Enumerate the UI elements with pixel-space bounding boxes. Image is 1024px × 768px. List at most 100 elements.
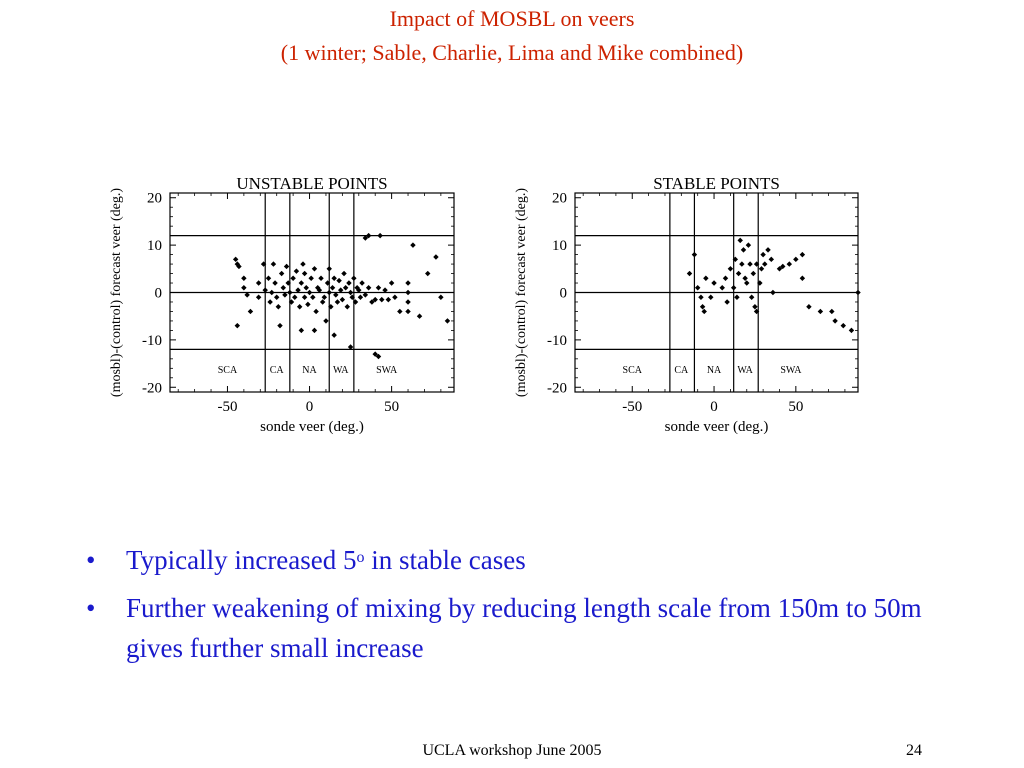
data-point (347, 344, 354, 350)
data-point (753, 261, 760, 267)
footer-text: UCLA workshop June 2005 (422, 742, 602, 759)
data-point (701, 308, 707, 315)
bullet-2-text: Further weakening of mixing by reducing … (126, 593, 922, 663)
bullet-item-2: • Further weakening of mixing by reducin… (86, 588, 946, 668)
y-tick-label: 0 (155, 286, 163, 302)
data-point (311, 327, 318, 334)
data-point (269, 289, 275, 296)
data-point (356, 287, 362, 293)
chart-title: UNSTABLE POINTS (236, 174, 387, 193)
data-point (727, 266, 734, 272)
data-point (377, 232, 383, 239)
data-point (365, 285, 372, 291)
data-point (324, 280, 331, 286)
data-point (247, 308, 254, 315)
slide-title-line-1: Impact of MOSBL on veers (389, 6, 635, 31)
bullet-marker: • (86, 593, 96, 623)
data-point (341, 270, 347, 277)
data-point (724, 299, 730, 305)
data-point (752, 303, 758, 310)
data-point (260, 261, 267, 267)
data-point (272, 280, 278, 286)
x-axis-label: sonde veer (deg.) (665, 419, 769, 435)
data-point (722, 275, 729, 282)
y-axis-label: (mosbl)-(control) forecast veer (deg.) (109, 188, 124, 397)
data-point (768, 256, 775, 263)
degree-superscript: o (356, 549, 365, 566)
region-label: CA (674, 365, 689, 376)
data-point (244, 292, 250, 298)
data-point (703, 275, 709, 282)
data-point (686, 270, 693, 277)
data-point (840, 322, 847, 329)
data-point (303, 285, 309, 291)
region-label: SWA (376, 365, 398, 376)
data-point (829, 308, 835, 315)
y-tick-label: -10 (142, 333, 162, 349)
slide-title-line-2: (1 winter; Sable, Charlie, Lima and Mike… (280, 40, 744, 65)
data-point (433, 254, 439, 260)
data-point (832, 318, 838, 324)
data-point (331, 332, 337, 338)
data-point (362, 235, 369, 241)
data-point (438, 294, 444, 300)
data-point (255, 294, 262, 300)
data-point (444, 318, 451, 324)
data-point (375, 353, 382, 360)
data-point (739, 261, 745, 267)
data-point (359, 280, 365, 286)
chart-title: STABLE POINTS (653, 174, 780, 193)
data-point (298, 327, 305, 334)
data-point (786, 261, 793, 267)
data-point (295, 287, 301, 293)
bullet-list: • Typically increased 5o in stable cases… (86, 540, 946, 676)
region-label: SCA (218, 365, 238, 376)
data-point (270, 261, 277, 267)
data-point (338, 287, 344, 293)
data-point (375, 285, 382, 291)
data-point (326, 266, 332, 272)
data-point (352, 299, 359, 305)
x-tick-label: 50 (788, 399, 803, 415)
data-point (699, 303, 706, 310)
page-number: 24 (906, 742, 922, 759)
region-label: WA (333, 365, 349, 376)
region-label: SCA (623, 365, 643, 376)
bullet-item-1: • Typically increased 5o in stable cases (86, 540, 946, 580)
data-point (730, 285, 737, 291)
data-point (365, 232, 372, 239)
data-point (780, 263, 786, 270)
y-tick-label: 10 (147, 238, 162, 254)
data-point (757, 280, 763, 286)
data-point (760, 251, 766, 258)
data-point (372, 296, 378, 303)
chart-1: UNSTABLE POINTS -50 0 50 -20 -10 0 10 20 SCA CA NA W… (109, 174, 455, 435)
data-point (740, 247, 747, 253)
data-point (298, 280, 305, 286)
data-point (346, 280, 352, 286)
bullet-marker: • (86, 545, 96, 575)
data-point (283, 263, 290, 270)
y-tick-label: 20 (147, 191, 162, 207)
data-point (326, 289, 332, 296)
data-point (369, 299, 375, 305)
data-point (362, 292, 369, 298)
data-point (313, 308, 319, 315)
data-point (397, 308, 403, 315)
data-point (762, 261, 768, 267)
data-point (308, 275, 314, 282)
data-point (336, 277, 342, 284)
data-point (799, 251, 806, 258)
chart-2: STABLE POINTS -50 0 50 -20 -10 0 10 20 SCA CA NA WA S… (514, 174, 861, 435)
data-point (405, 289, 411, 296)
data-point (265, 275, 272, 282)
data-point (732, 256, 739, 263)
data-point (288, 299, 295, 305)
data-point (329, 285, 336, 291)
data-point (379, 296, 385, 303)
data-point (290, 275, 296, 282)
data-point (691, 251, 698, 258)
data-point (385, 296, 392, 303)
y-tick-label: -10 (547, 333, 567, 349)
data-point (278, 270, 285, 277)
